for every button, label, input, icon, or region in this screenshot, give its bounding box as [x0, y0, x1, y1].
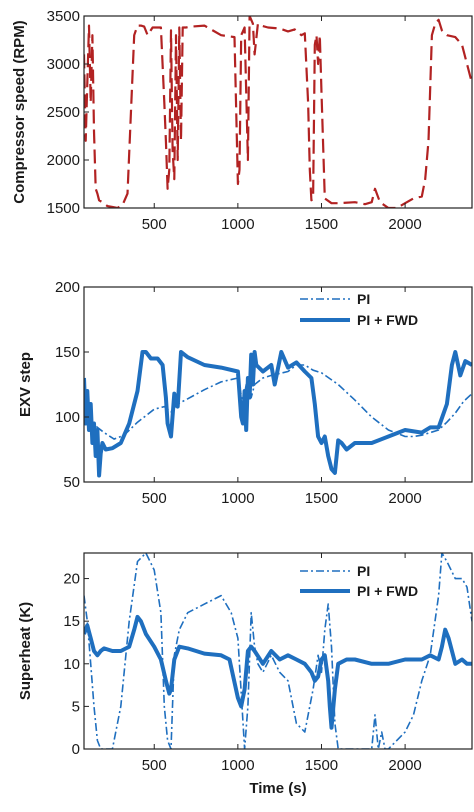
y-tick-label: 15 [63, 613, 80, 630]
y-tick-label: 2500 [47, 104, 80, 121]
legend: PI PI + FWD [300, 291, 418, 328]
y-tick-label: 20 [63, 571, 80, 588]
x-tick-label: 2000 [388, 490, 421, 507]
y-tick-label: 0 [72, 741, 80, 758]
series-line-pi-fwd [84, 350, 472, 478]
y-tick-label: 10 [63, 656, 80, 673]
x-axis-label: Time (s) [249, 780, 306, 797]
y-tick-label: 100 [55, 409, 80, 426]
y-tick-label: 1500 [47, 200, 80, 217]
y-axis-label: Compressor speed (RPM) [11, 20, 28, 203]
chart-panel-2: 500 1000 1500 2000 50 100 150 200 EXV step PI PI +… [17, 279, 473, 507]
legend-label: PI [357, 291, 370, 307]
legend-label: PI + FWD [357, 583, 418, 599]
series-line-pi [84, 553, 472, 749]
y-tick-label: 2000 [47, 152, 80, 169]
legend-label: PI + FWD [357, 312, 418, 328]
legend: PI PI + FWD [300, 563, 418, 599]
series-line-compressor-speed [84, 16, 472, 208]
y-tick-label: 5 [72, 698, 80, 715]
y-axis-label: EXV step [17, 352, 34, 417]
plot-frame [83, 552, 473, 750]
legend-label: PI [357, 563, 370, 579]
plot-frame [83, 286, 473, 483]
x-tick-label: 500 [142, 490, 167, 507]
x-tick-label: 1500 [305, 757, 338, 774]
x-tick-label: 2000 [388, 216, 421, 233]
x-tick-label: 1000 [221, 216, 254, 233]
x-tick-label: 500 [142, 757, 167, 774]
x-tick-label: 1000 [221, 490, 254, 507]
x-tick-label: 1500 [305, 216, 338, 233]
chart-panel-3: 500 1000 1500 2000 0 5 10 15 20 Superheat (K) Time… [17, 552, 473, 797]
y-tick-label: 3500 [47, 8, 80, 25]
y-tick-label: 50 [63, 474, 80, 491]
y-tick-label: 200 [55, 279, 80, 296]
x-tick-label: 2000 [388, 757, 421, 774]
plot-frame [83, 15, 473, 209]
x-tick-label: 500 [142, 216, 167, 233]
x-tick-label: 1000 [221, 757, 254, 774]
chart-panel-1: 500 1000 1500 2000 1500 2000 2500 3000 3500 Compr… [11, 8, 473, 233]
y-axis-label: Superheat (K) [17, 602, 34, 700]
y-tick-label: 3000 [47, 56, 80, 73]
series-line-pi-fwd [84, 614, 472, 730]
y-tick-label: 150 [55, 344, 80, 361]
x-tick-label: 1500 [305, 490, 338, 507]
